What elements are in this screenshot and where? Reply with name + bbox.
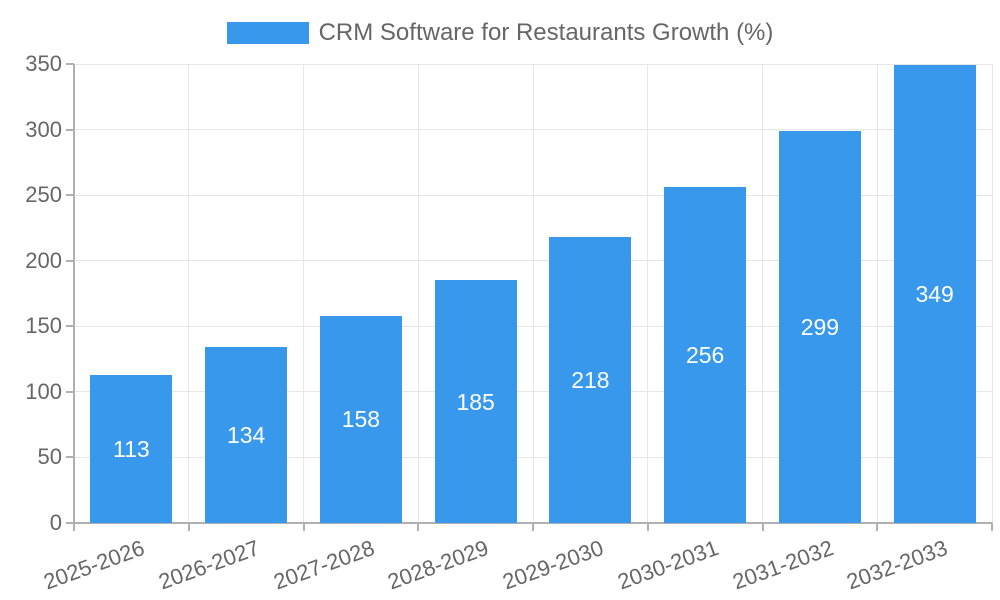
x-axis-tick	[876, 523, 879, 531]
x-axis-line	[74, 522, 992, 524]
x-tick-label: 2029-2030	[499, 535, 607, 595]
bar-2028-2029[interactable]	[434, 280, 517, 523]
y-tick-label: 350	[25, 51, 62, 76]
x-tick-label: 2031-2032	[729, 535, 837, 595]
y-tick-label: 250	[25, 182, 62, 208]
bar-2025-2026[interactable]	[90, 374, 173, 523]
bar-2032-2033[interactable]	[893, 65, 976, 523]
y-axis-line	[73, 64, 75, 531]
x-axis-tick	[761, 523, 764, 531]
y-axis-tick	[66, 259, 74, 262]
v-gridline	[532, 64, 534, 523]
chart-legend[interactable]: CRM Software for Restaurants Growth (%)	[0, 19, 1000, 47]
y-tick-label: 50	[37, 444, 62, 470]
x-axis-tick	[532, 523, 534, 531]
x-axis-tick	[187, 523, 190, 531]
y-axis-tick	[66, 128, 74, 131]
bar-2029-2030[interactable]	[549, 237, 632, 523]
x-tick-label: 2030-2031	[614, 535, 722, 595]
v-gridline	[876, 64, 878, 523]
y-axis-tick	[66, 194, 74, 197]
y-axis-tick	[66, 390, 74, 393]
x-tick-label: 2032-2033	[843, 535, 952, 595]
v-gridline	[303, 64, 304, 523]
y-axis-tick	[66, 456, 74, 459]
v-gridline	[417, 64, 419, 523]
v-gridline	[991, 64, 993, 523]
y-tick-label: 200	[25, 247, 62, 273]
y-axis-tick	[66, 325, 74, 328]
v-gridline	[647, 64, 649, 523]
x-tick-label: 2028-2029	[384, 535, 493, 595]
x-axis-tick	[302, 523, 305, 531]
x-axis-tick	[991, 523, 993, 531]
bar-2026-2027[interactable]	[205, 347, 288, 523]
y-tick-label: 100	[25, 378, 62, 404]
x-axis-tick	[646, 523, 649, 531]
y-tick-label: 300	[25, 116, 62, 142]
v-gridline	[188, 64, 190, 523]
y-tick-label: 150	[25, 313, 62, 339]
x-tick-label: 2025-2026	[40, 535, 148, 595]
bar-2031-2032[interactable]	[778, 130, 861, 523]
x-tick-label: 2027-2028	[270, 535, 378, 595]
y-axis-tick	[66, 63, 74, 65]
bar-2030-2031[interactable]	[664, 187, 747, 523]
y-axis-tick	[66, 522, 74, 524]
chart-title: CRM Software for Restaurants Growth (%)	[318, 19, 774, 46]
legend-swatch	[226, 22, 309, 44]
x-tick-label: 2026-2027	[155, 535, 263, 595]
y-tick-label: 0	[49, 510, 62, 535]
bar-2027-2028[interactable]	[319, 315, 402, 523]
v-gridline	[762, 64, 763, 523]
x-axis-tick	[417, 523, 420, 531]
